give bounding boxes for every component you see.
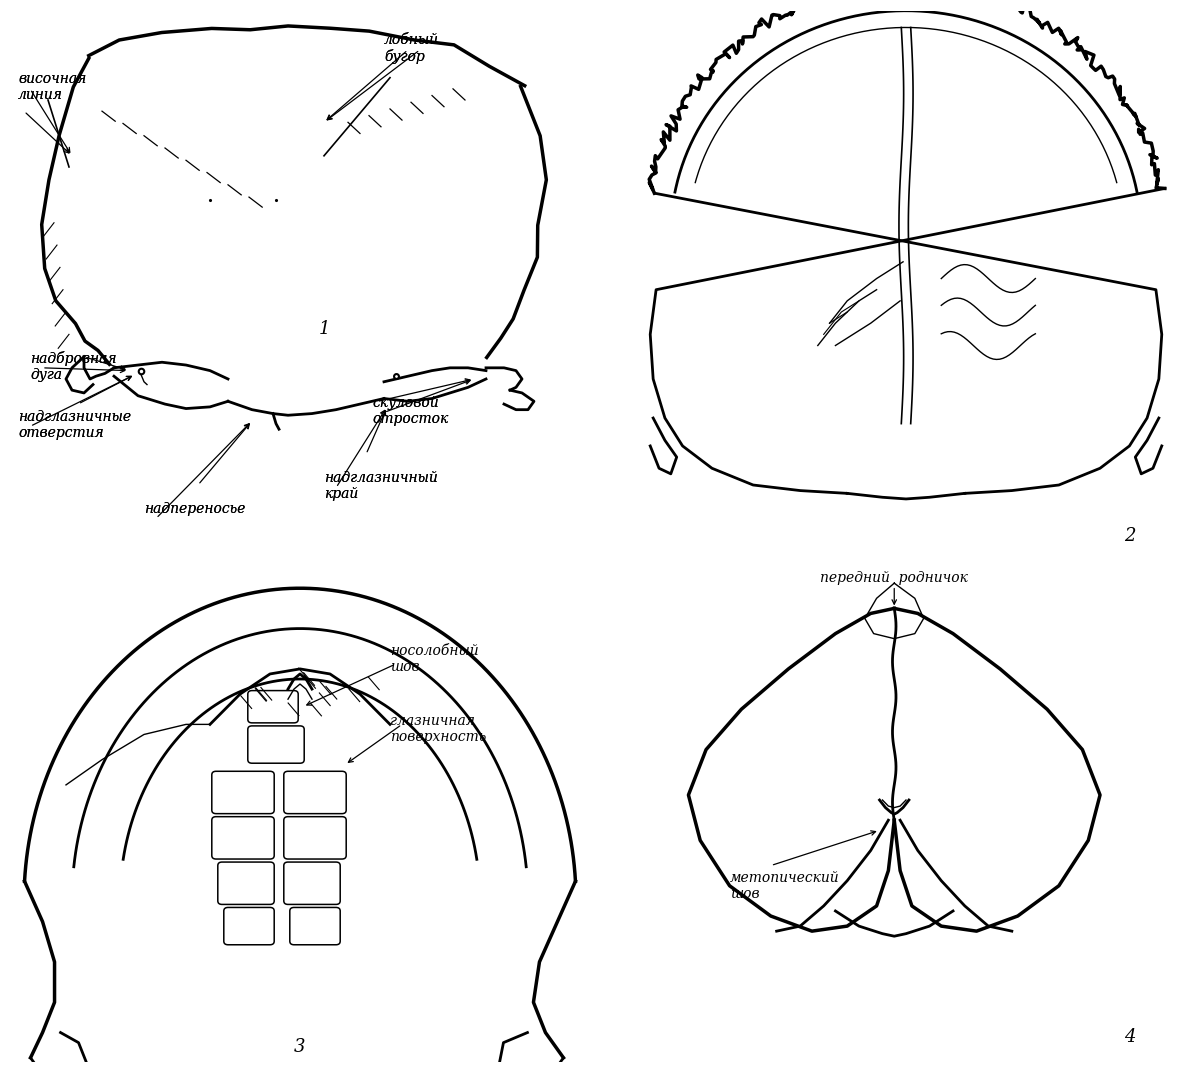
Text: височная
линия: височная линия [18,72,86,102]
Text: лобный
бугор: лобный бугор [384,33,439,64]
Text: надбровная
дуга: надбровная дуга [30,351,116,382]
Text: скуловой
отросток: скуловой отросток [372,396,449,426]
Text: надпереносье: надпереносье [144,502,245,516]
Text: передний  родничок: передний родничок [821,571,968,585]
Text: надглазничные
отверстия: надглазничные отверстия [18,410,131,440]
Text: височная
линия: височная линия [18,72,86,102]
Text: надглазничные
отверстия: надглазничные отверстия [18,410,131,440]
Text: 4: 4 [1123,1028,1135,1046]
Text: носолобный
шов: носолобный шов [390,644,479,674]
Text: 1: 1 [318,321,330,338]
Text: надпереносье: надпереносье [144,502,245,516]
Text: надбровная
дуга: надбровная дуга [30,351,116,382]
Text: метопический
шов: метопический шов [730,870,839,901]
Text: надглазничный
край: надглазничный край [324,471,438,501]
Text: надглазничный
край: надглазничный край [324,471,438,501]
Text: глазничная
поверхность: глазничная поверхность [390,715,486,745]
Text: скуловой
отросток: скуловой отросток [372,396,449,426]
Text: 3: 3 [294,1039,306,1056]
Text: 2: 2 [1123,527,1135,545]
Text: лобный
бугор: лобный бугор [384,33,439,64]
